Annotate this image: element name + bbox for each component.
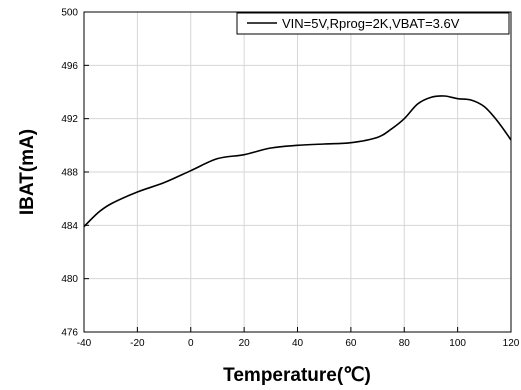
x-tick-label: 0 — [188, 338, 194, 349]
x-tick-label: 60 — [345, 338, 357, 349]
x-tick-label: -20 — [130, 338, 145, 349]
y-ticks: 476 480 484 488 492 496 500 — [61, 8, 89, 339]
x-tick-label: -40 — [77, 338, 92, 349]
y-axis-title: IBAT(mA) — [17, 129, 38, 215]
y-tick-label: 476 — [61, 328, 78, 339]
x-axis-title: Temperature(℃) — [223, 365, 371, 386]
y-tick-label: 500 — [61, 8, 78, 19]
x-tick-label: 20 — [239, 338, 251, 349]
legend: VIN=5V,Rprog=2K,VBAT=3.6V — [236, 12, 510, 35]
series-line — [83, 95, 512, 228]
y-tick-label: 492 — [61, 114, 78, 125]
x-tick-label: 40 — [292, 338, 304, 349]
x-tick-label: 100 — [449, 338, 466, 349]
legend-label: VIN=5V,Rprog=2K,VBAT=3.6V — [282, 16, 460, 31]
legend-box — [236, 12, 510, 35]
x-ticks: -40 -20 0 20 40 60 80 100 120 — [77, 327, 520, 349]
y-tick-label: 496 — [61, 61, 78, 72]
x-tick-label: 80 — [399, 338, 411, 349]
x-tick-label: 120 — [503, 338, 520, 349]
y-tick-label: 488 — [61, 168, 78, 179]
y-tick-label: 480 — [61, 274, 78, 285]
gridlines — [84, 12, 511, 332]
y-tick-label: 484 — [61, 221, 78, 232]
